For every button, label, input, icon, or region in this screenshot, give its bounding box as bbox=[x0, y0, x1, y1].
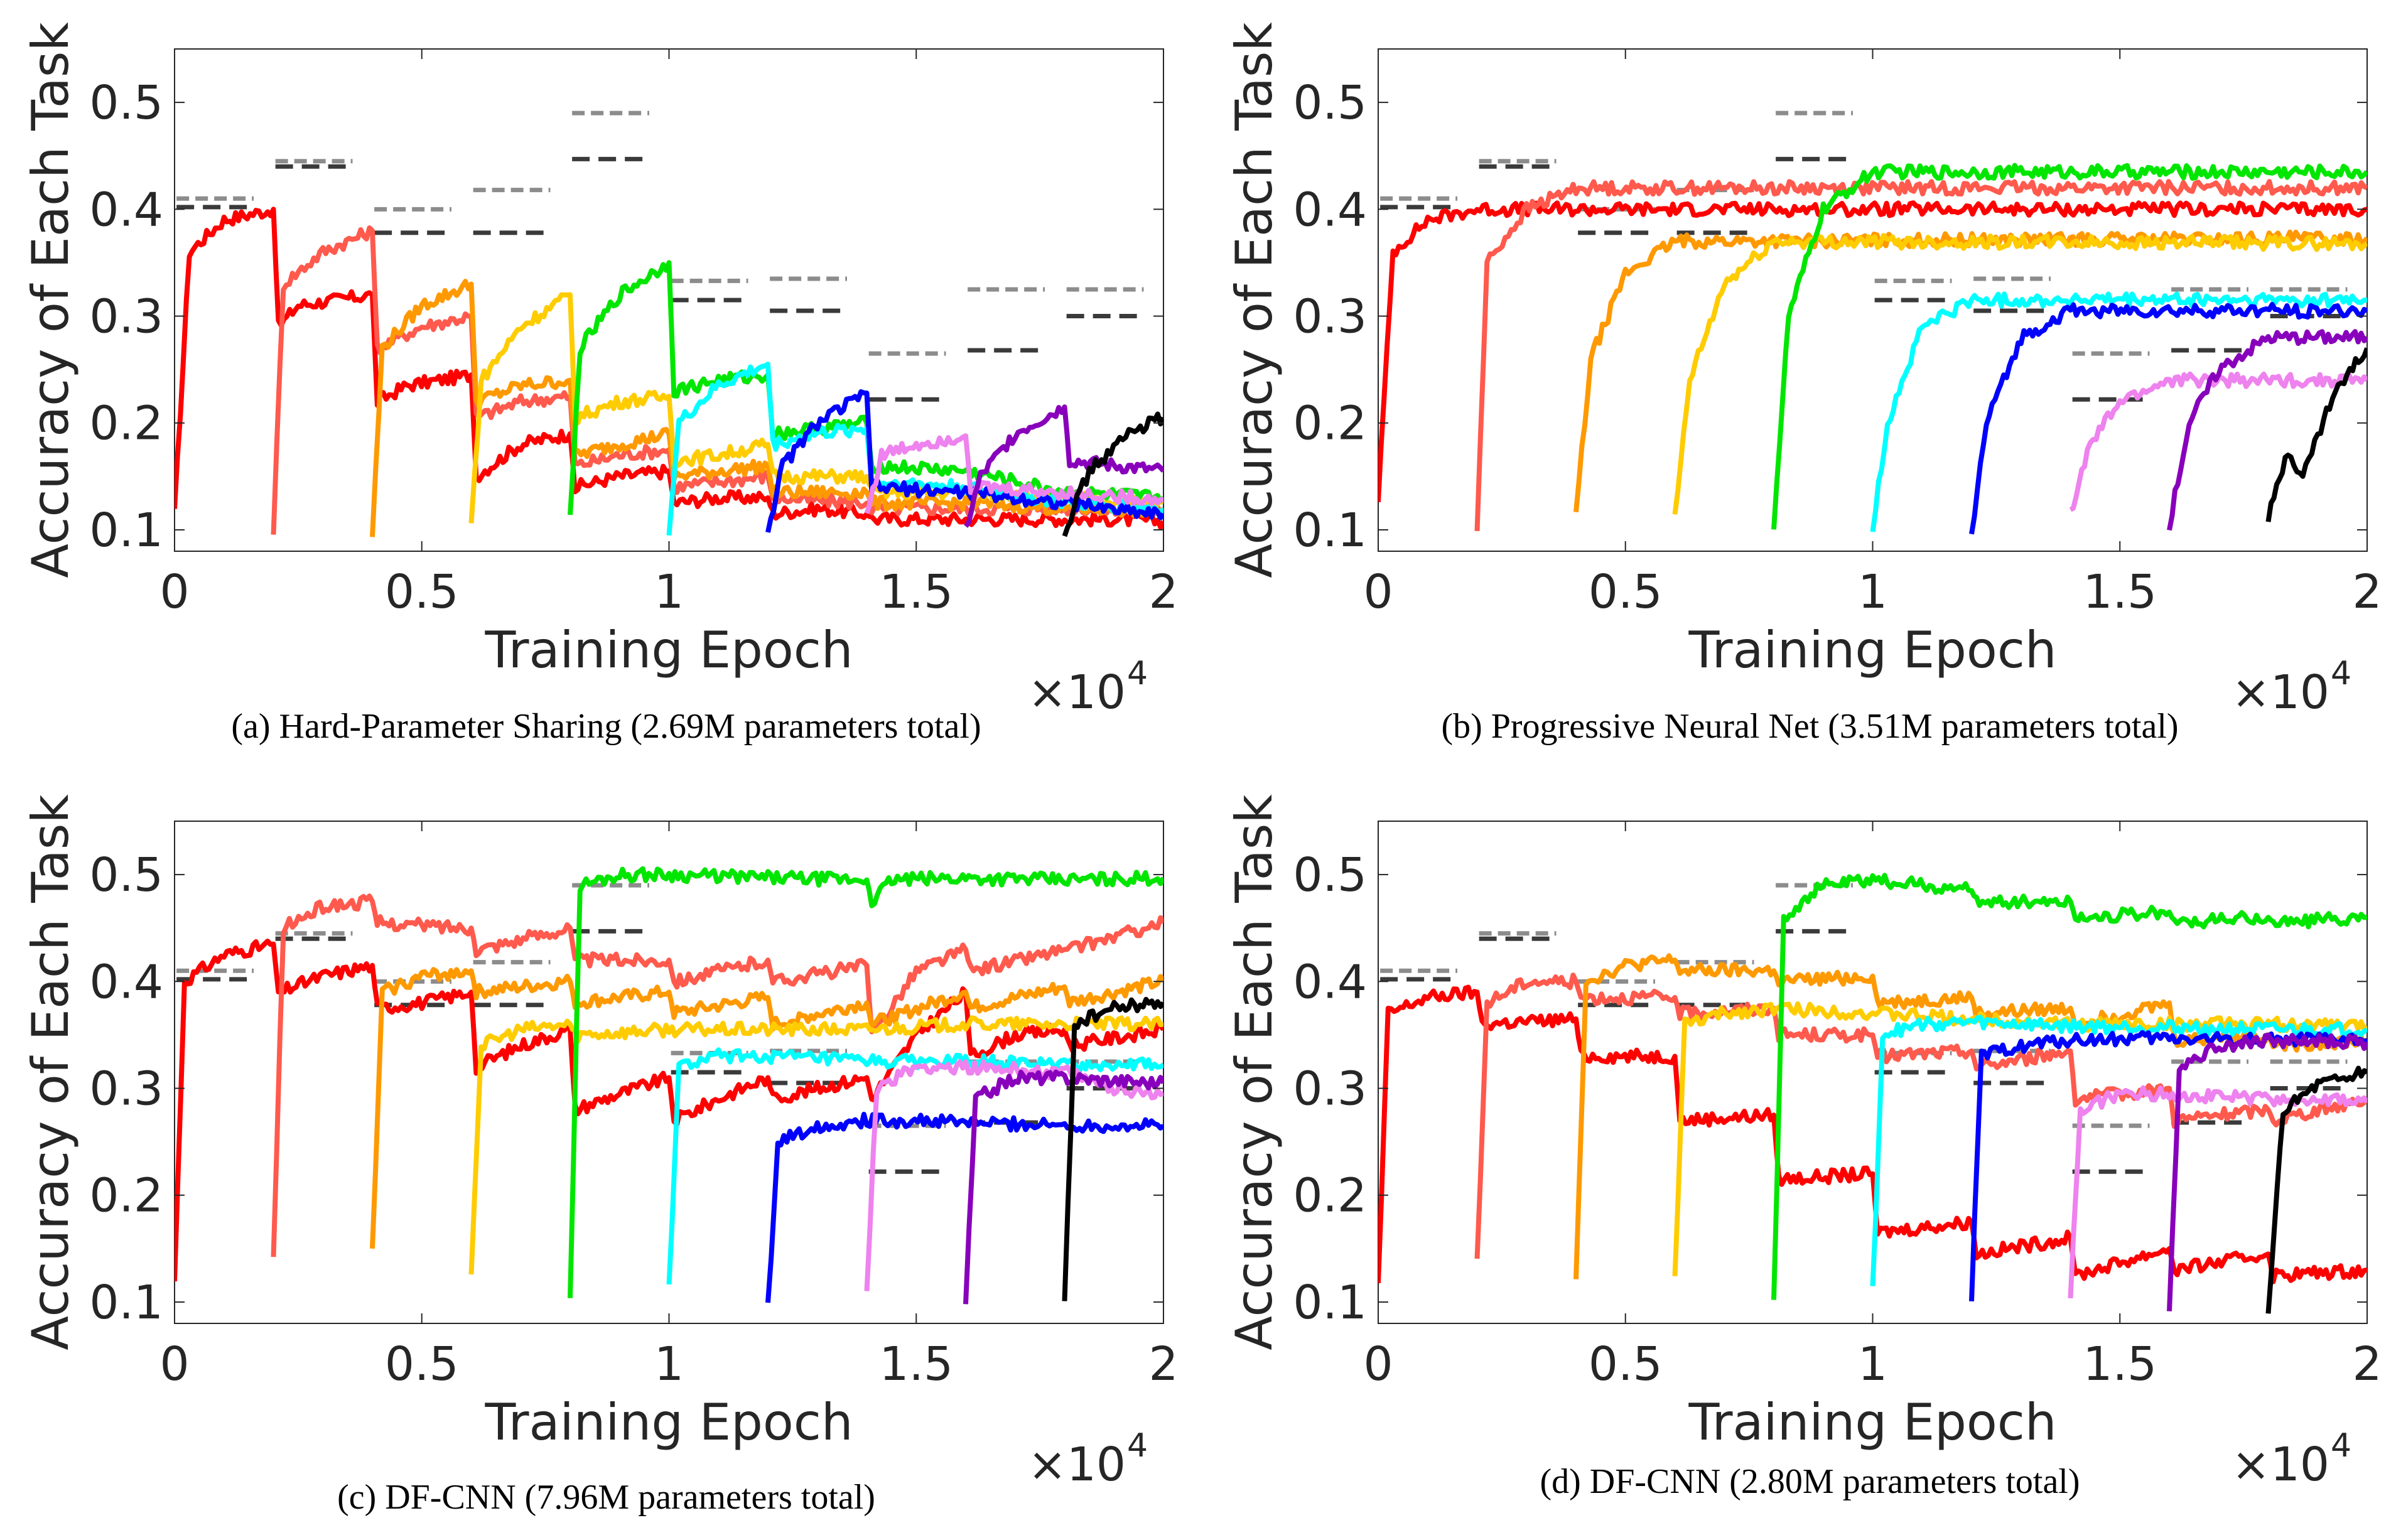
x-tick-label: 2 bbox=[1148, 565, 1178, 619]
x-tick-label: 2 bbox=[2352, 1337, 2382, 1391]
x-exponent-power: 4 bbox=[1127, 655, 1148, 692]
y-tick-label: 0.5 bbox=[1293, 848, 1367, 902]
chart-panel-a: 0 0.5 1 1.5 2 0.1 0.2 0.3 0.4 0.5 Training Epoch Ac… bbox=[21, 22, 1179, 746]
x-exponent-power: 4 bbox=[2331, 1427, 2351, 1465]
y-tick-label: 0.1 bbox=[89, 1276, 163, 1330]
y-tick-label: 0.5 bbox=[1293, 76, 1367, 130]
y-tick-label: 0.4 bbox=[1293, 183, 1367, 237]
y-tick-label: 0.4 bbox=[89, 183, 163, 237]
series-line-task-6 bbox=[1870, 1015, 2367, 1286]
series-line-task-8 bbox=[864, 433, 1163, 514]
x-exponent-label: ×10 bbox=[2231, 665, 2329, 719]
panel-caption: (c) DF-CNN (7.96M parameters total) bbox=[337, 1478, 875, 1517]
x-tick-label: 1.5 bbox=[879, 1337, 953, 1391]
y-axis-label: Accuracy of Each Task bbox=[21, 794, 80, 1350]
x-exponent-power: 4 bbox=[1127, 1427, 1148, 1465]
x-axis-label: Training Epoch bbox=[484, 621, 853, 679]
x-axis-label: Training Epoch bbox=[1688, 621, 2056, 679]
x-tick-label: 1 bbox=[1858, 1337, 1887, 1391]
y-tick-label: 0.2 bbox=[89, 397, 163, 451]
series-line-task-2 bbox=[271, 893, 1163, 1257]
x-axis-label: Training Epoch bbox=[1688, 1393, 2056, 1451]
x-tick-label: 0.5 bbox=[1589, 1337, 1663, 1391]
x-tick-label: 0 bbox=[1363, 565, 1393, 619]
series-line-task-9 bbox=[963, 404, 1163, 528]
series-line-task-10 bbox=[2265, 1065, 2367, 1314]
x-tick-label: 0 bbox=[159, 565, 189, 619]
y-tick-label: 0.3 bbox=[1293, 1062, 1367, 1116]
series-line-task-2 bbox=[1474, 179, 2367, 532]
y-axis-label: Accuracy of Each Task bbox=[1225, 794, 1283, 1350]
series-line-task-3 bbox=[370, 967, 1163, 1249]
chart-panel-c: 0 0.5 1 1.5 2 0.1 0.2 0.3 0.4 0.5 Training Epoch Ac… bbox=[21, 794, 1179, 1517]
x-exponent-label: ×10 bbox=[2231, 1438, 2329, 1492]
series-line-task-6 bbox=[1870, 291, 2367, 532]
x-tick-label: 0 bbox=[1363, 1337, 1393, 1391]
panel-caption: (b) Progressive Neural Net (3.51M parame… bbox=[1441, 707, 2178, 746]
x-tick-label: 0.5 bbox=[385, 565, 459, 619]
series-line-task-4 bbox=[1672, 233, 2367, 515]
x-exponent-power: 4 bbox=[2331, 655, 2351, 692]
y-axis-label: Accuracy of Each Task bbox=[1225, 22, 1283, 578]
y-tick-label: 0.3 bbox=[1293, 290, 1367, 344]
series-line-task-5 bbox=[1771, 163, 2367, 530]
chart-panel-d: 0 0.5 1 1.5 2 0.1 0.2 0.3 0.4 0.5 Training Epoch Ac… bbox=[1225, 794, 2382, 1501]
series-line-task-10 bbox=[1062, 411, 1163, 537]
series-line-task-1 bbox=[1378, 200, 2367, 502]
series-line-task-2 bbox=[1474, 972, 2367, 1259]
x-axis-label: Training Epoch bbox=[484, 1393, 853, 1451]
series-line-task-9 bbox=[2167, 329, 2367, 531]
series-line-task-5 bbox=[1771, 873, 2367, 1300]
series-line-task-4 bbox=[468, 1015, 1163, 1275]
series-line-task-3 bbox=[1573, 953, 2367, 1279]
y-tick-label: 0.4 bbox=[89, 955, 163, 1009]
y-tick-label: 0.1 bbox=[1293, 503, 1367, 557]
series-line-task-1 bbox=[1378, 984, 2367, 1284]
series-line-task-1 bbox=[175, 939, 1163, 1282]
series-line-task-1 bbox=[175, 207, 1163, 530]
y-tick-label: 0.2 bbox=[1293, 397, 1367, 451]
y-tick-label: 0.4 bbox=[1293, 955, 1367, 1009]
y-tick-label: 0.5 bbox=[89, 848, 163, 902]
chart-panel-b: 0 0.5 1 1.5 2 0.1 0.2 0.3 0.4 0.5 Training Epoch Ac… bbox=[1225, 22, 2382, 746]
series-line-task-7 bbox=[1969, 302, 2367, 535]
series-line-task-10 bbox=[1062, 996, 1163, 1301]
panel-caption: (d) DF-CNN (2.80M parameters total) bbox=[1540, 1462, 2080, 1501]
y-tick-label: 0.2 bbox=[89, 1169, 163, 1223]
x-exponent-label: ×10 bbox=[1028, 1438, 1126, 1492]
x-tick-label: 1.5 bbox=[879, 565, 953, 619]
series-line-task-7 bbox=[765, 1111, 1163, 1303]
series-line-task-7 bbox=[765, 389, 1163, 533]
series-line-task-10 bbox=[2265, 347, 2367, 522]
series-line-task-7 bbox=[1969, 1030, 2367, 1301]
series-line-task-8 bbox=[2069, 371, 2367, 512]
x-tick-label: 1.5 bbox=[2083, 1337, 2157, 1391]
y-tick-label: 0.5 bbox=[89, 76, 163, 130]
y-axis-label: Accuracy of Each Task bbox=[21, 22, 80, 578]
x-tick-label: 2 bbox=[2352, 565, 2382, 619]
y-tick-label: 0.1 bbox=[89, 503, 163, 557]
panel-caption: (a) Hard-Parameter Sharing (2.69M parame… bbox=[231, 707, 981, 746]
x-tick-label: 0 bbox=[159, 1337, 189, 1391]
series-line-task-5 bbox=[568, 866, 1163, 1298]
y-tick-label: 0.3 bbox=[89, 1062, 163, 1116]
x-tick-label: 2 bbox=[1148, 1337, 1178, 1391]
x-tick-label: 1 bbox=[1858, 565, 1887, 619]
x-tick-label: 0.5 bbox=[1589, 565, 1663, 619]
series-line-task-8 bbox=[2068, 1085, 2367, 1299]
y-tick-label: 0.1 bbox=[1293, 1276, 1367, 1330]
x-tick-label: 1 bbox=[654, 1337, 684, 1391]
series-line-task-9 bbox=[2167, 1032, 2367, 1311]
series-line-task-9 bbox=[963, 1069, 1163, 1305]
x-tick-label: 1.5 bbox=[2083, 565, 2157, 619]
y-tick-label: 0.3 bbox=[89, 290, 163, 344]
x-tick-label: 0.5 bbox=[385, 1337, 459, 1391]
y-tick-label: 0.2 bbox=[1293, 1169, 1367, 1223]
x-exponent-label: ×10 bbox=[1028, 665, 1126, 719]
series-line-task-8 bbox=[864, 1059, 1163, 1291]
x-tick-label: 1 bbox=[654, 565, 684, 619]
